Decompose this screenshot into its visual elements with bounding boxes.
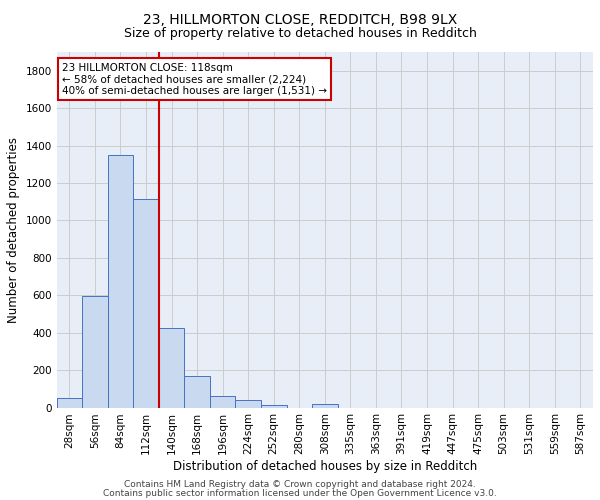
- X-axis label: Distribution of detached houses by size in Redditch: Distribution of detached houses by size …: [173, 460, 477, 473]
- Text: Size of property relative to detached houses in Redditch: Size of property relative to detached ho…: [124, 28, 476, 40]
- Bar: [312, 404, 338, 407]
- Bar: [210, 396, 235, 407]
- Text: Contains HM Land Registry data © Crown copyright and database right 2024.: Contains HM Land Registry data © Crown c…: [124, 480, 476, 489]
- Bar: [82, 296, 108, 408]
- Bar: [159, 328, 184, 407]
- Text: Contains public sector information licensed under the Open Government Licence v3: Contains public sector information licen…: [103, 489, 497, 498]
- Bar: [56, 398, 82, 407]
- Bar: [261, 404, 287, 407]
- Bar: [184, 376, 210, 408]
- Bar: [235, 400, 261, 407]
- Text: 23, HILLMORTON CLOSE, REDDITCH, B98 9LX: 23, HILLMORTON CLOSE, REDDITCH, B98 9LX: [143, 12, 457, 26]
- Text: 23 HILLMORTON CLOSE: 118sqm
← 58% of detached houses are smaller (2,224)
40% of : 23 HILLMORTON CLOSE: 118sqm ← 58% of det…: [62, 62, 327, 96]
- Bar: [108, 155, 133, 407]
- Bar: [133, 199, 159, 408]
- Y-axis label: Number of detached properties: Number of detached properties: [7, 136, 20, 322]
